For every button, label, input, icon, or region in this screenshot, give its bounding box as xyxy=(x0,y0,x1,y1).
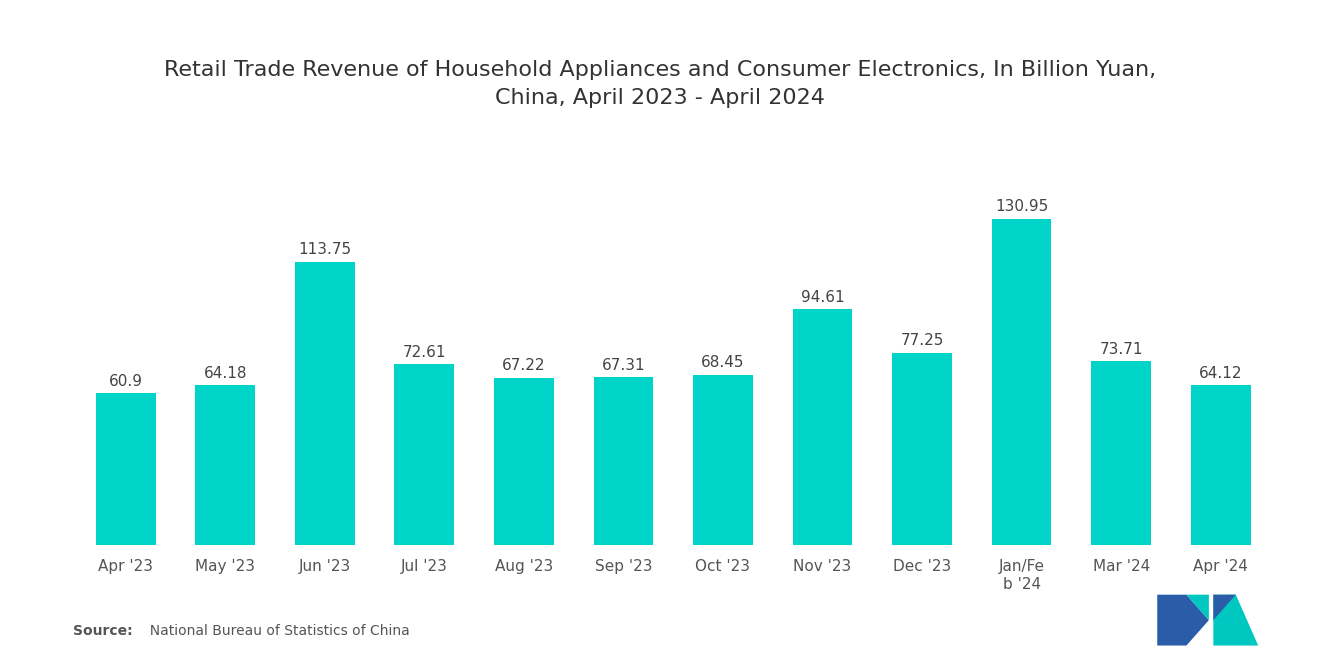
Bar xyxy=(96,394,156,545)
Text: 130.95: 130.95 xyxy=(995,200,1048,214)
Polygon shape xyxy=(1213,595,1236,620)
Text: 72.61: 72.61 xyxy=(403,344,446,360)
Text: Source:: Source: xyxy=(73,624,132,638)
Bar xyxy=(792,309,853,545)
Bar xyxy=(1191,386,1250,545)
Text: 64.18: 64.18 xyxy=(203,366,247,381)
Text: 94.61: 94.61 xyxy=(801,290,845,305)
Bar xyxy=(195,385,255,545)
Text: Retail Trade Revenue of Household Appliances and Consumer Electronics, In Billio: Retail Trade Revenue of Household Applia… xyxy=(164,60,1156,108)
Bar xyxy=(594,378,653,545)
Bar xyxy=(494,378,554,545)
Text: 60.9: 60.9 xyxy=(108,374,143,389)
Bar xyxy=(991,219,1052,545)
Polygon shape xyxy=(1187,595,1209,620)
Bar xyxy=(1092,362,1151,545)
Text: 113.75: 113.75 xyxy=(298,242,351,257)
Polygon shape xyxy=(1158,595,1209,646)
Text: National Bureau of Statistics of China: National Bureau of Statistics of China xyxy=(141,624,411,638)
Bar xyxy=(892,352,952,545)
Text: 67.22: 67.22 xyxy=(502,358,545,373)
Bar xyxy=(294,261,355,545)
Bar xyxy=(395,364,454,545)
Text: 73.71: 73.71 xyxy=(1100,342,1143,357)
Text: 68.45: 68.45 xyxy=(701,355,744,370)
Bar xyxy=(693,374,752,545)
Text: 67.31: 67.31 xyxy=(602,358,645,373)
Text: 77.25: 77.25 xyxy=(900,333,944,348)
Text: 64.12: 64.12 xyxy=(1199,366,1242,381)
Polygon shape xyxy=(1213,595,1258,646)
